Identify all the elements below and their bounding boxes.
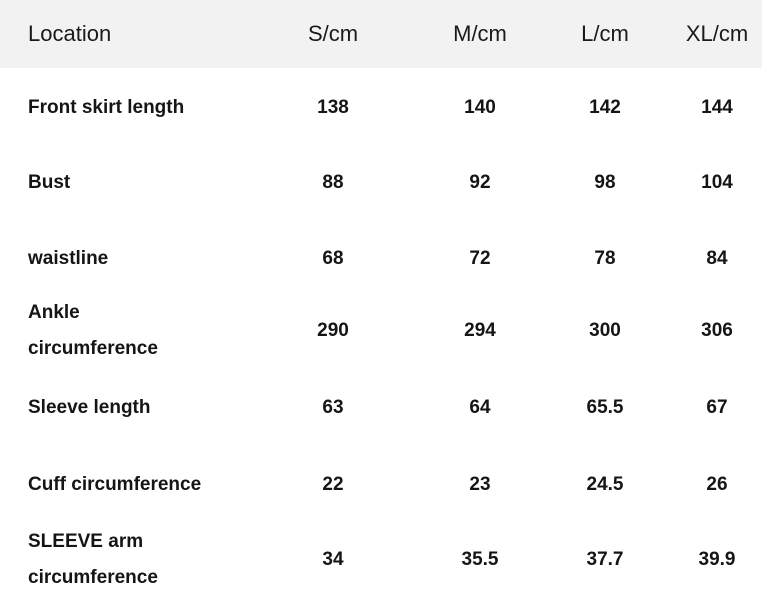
cell-value: 64 [469, 397, 491, 418]
cell-value: 142 [589, 97, 621, 118]
cell-value: 65.5 [586, 397, 624, 418]
row-label: Front skirt length [28, 97, 185, 118]
cell-value: 35.5 [461, 549, 499, 570]
cell-value: 22 [322, 474, 344, 495]
header-size-4: XL/cm [685, 21, 749, 46]
cell-value: 37.7 [586, 549, 624, 570]
header-location: Location [28, 21, 112, 46]
cell-value: 39.9 [698, 549, 736, 570]
cell-value: 104 [701, 172, 733, 193]
row-label: Cuff circumference [28, 474, 202, 495]
row-label: Bust [28, 172, 71, 193]
cell-value: 300 [589, 320, 621, 341]
row-label: Ankle circumference [28, 302, 158, 359]
row-label: waistline [28, 248, 109, 269]
row-label: SLEEVE arm circumference [28, 531, 158, 588]
header-size-1: S/cm [307, 21, 359, 46]
cell-value: 144 [701, 97, 733, 118]
table-header [0, 0, 762, 68]
cell-value: 92 [469, 172, 491, 193]
cell-value: 63 [322, 397, 344, 418]
cell-value: 78 [594, 248, 616, 269]
cell-value: 26 [706, 474, 728, 495]
cell-value: 72 [469, 248, 491, 269]
cell-value: 140 [464, 97, 496, 118]
cell-value: 88 [322, 172, 344, 193]
cell-value: 138 [317, 97, 349, 118]
cell-value: 24.5 [586, 474, 624, 495]
cell-value: 67 [706, 397, 728, 418]
cell-value: 84 [706, 248, 728, 269]
cell-value: 68 [322, 248, 344, 269]
header-size-3: L/cm [581, 21, 629, 46]
cell-value: 290 [317, 320, 349, 341]
cell-value: 98 [594, 172, 616, 193]
cell-value: 34 [322, 549, 344, 570]
cell-value: 23 [469, 474, 491, 495]
row-label: Sleeve length [28, 397, 151, 418]
cell-value: 294 [464, 320, 496, 341]
header-size-2: M/cm [453, 21, 507, 46]
cell-value: 306 [701, 320, 733, 341]
